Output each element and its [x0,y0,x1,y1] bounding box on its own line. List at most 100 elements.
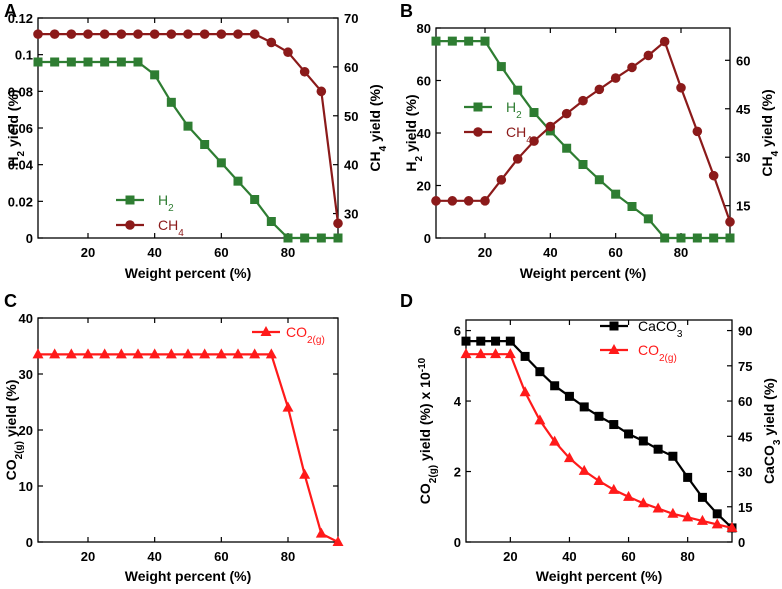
y-axis-title: H2 yield (%) [5,89,27,166]
y2-axis-title-pre: CH [367,151,383,171]
legend-marker [125,220,135,230]
data-point-co2g [696,514,708,525]
legend-marker [260,326,272,336]
data-point-ch4 [708,170,719,181]
data-point-caco3 [550,381,560,391]
y2-axis-title-pre: CaCO [761,445,777,484]
legend-marker [609,321,619,331]
y2-tick-label: 30 [344,207,358,222]
series-line-h2 [38,60,338,240]
data-point-ch4 [692,126,703,137]
y-tick-label: 0.12 [8,11,33,26]
data-point-caco3 [520,351,530,361]
legend-h2: H2 [116,192,174,214]
y-axis-title: CO2(g) yield (%) [3,380,25,481]
y-tick-label: 0 [424,231,431,246]
data-point-caco3 [683,472,693,482]
data-point-h2 [133,57,143,67]
data-point-co2g [726,521,738,532]
data-point-h2 [660,233,670,243]
x-tick-label: 80 [674,245,688,260]
legend-label: CO2(g) [286,324,325,346]
data-point-ch4 [249,29,260,39]
legend-label-main: CO [286,324,307,340]
data-point-ch4 [496,175,507,185]
data-point-caco3 [491,336,501,346]
y-tick-label: 4 [454,394,462,409]
data-point-ch4 [545,121,556,132]
legend-label-main: CH [158,217,178,233]
data-point-co2g [534,414,546,425]
y2-tick-label: 60 [738,394,752,409]
x-tick-label: 80 [281,245,295,260]
legend-label-sub: 2 [168,203,174,214]
y-tick-label: 40 [417,126,431,141]
legend-ch4: CH4 [464,124,532,146]
y2-tick-label: 60 [344,60,358,75]
data-point-h2 [50,57,60,67]
series-line-co2g [466,353,733,529]
y2-axis-title-post: yield (%) [759,89,775,150]
legend-label: CH4 [506,124,532,146]
panel-letter: C [4,291,17,311]
x-tick-label: 80 [281,549,295,564]
data-point-caco3 [609,420,619,430]
data-point-h2 [464,36,474,46]
data-point-h2 [643,214,653,224]
series-line-caco3 [466,340,733,529]
data-point-co2g [637,497,649,508]
legend-label-main: CaCO [638,318,677,334]
data-point-h2 [333,233,343,243]
plot-frame [465,319,733,543]
data-point-co2g [182,348,194,359]
y2-tick-label: 15 [736,199,750,214]
data-point-co2g [578,464,590,475]
x-tick-label: 40 [543,245,557,260]
data-point-h2 [266,217,276,226]
data-point-co2g [299,468,311,479]
data-point-h2 [316,233,326,243]
data-point-h2 [447,36,457,46]
data-point-h2 [83,57,93,67]
data-point-ch4 [659,36,670,47]
data-point-co2g [608,483,620,494]
y2-axis-title-post: yield (%) [367,84,383,145]
legend-label-sub: 4 [526,135,532,146]
legend-label-sub: 2(g) [307,335,325,346]
data-point-ch4 [676,82,686,93]
data-point-h2 [233,176,243,186]
x-tick-label: 20 [81,549,95,564]
data-point-co2g [32,348,44,359]
data-point-h2 [692,233,702,243]
y-axis-title-sub: 2 [16,150,27,156]
data-point-co2g [490,348,502,359]
data-point-ch4 [33,29,43,39]
y-axis-title-sub: 2 [414,155,425,161]
data-point-h2 [627,202,637,211]
legend-label-main: CH [506,124,526,140]
data-point-co2g [332,536,344,546]
y-tick-label: 0 [26,535,33,550]
data-point-ch4 [594,84,605,95]
legend-marker [473,127,483,137]
data-point-co2g [282,401,294,412]
y2-tick-label: 60 [736,53,750,68]
series-group [460,336,738,533]
y-axis-title-pre: CO [3,459,19,480]
panel-letter: B [400,1,413,21]
y-axis-title-post: yield (%) x 10 [417,372,433,465]
data-point-ch4 [149,29,160,39]
data-point-co2g [165,348,177,359]
legend-label-sub: 3 [677,329,683,340]
y-tick-label: 0.06 [8,121,33,136]
y2-tick-label: 70 [344,11,358,26]
data-point-h2 [150,70,160,80]
data-point-co2g [667,507,679,518]
x-tick-label: 60 [608,245,622,260]
data-point-h2 [529,108,539,118]
data-point-ch4 [561,108,572,119]
y-tick-label: 40 [19,311,33,326]
data-point-ch4 [447,196,458,206]
data-point-ch4 [512,154,523,164]
